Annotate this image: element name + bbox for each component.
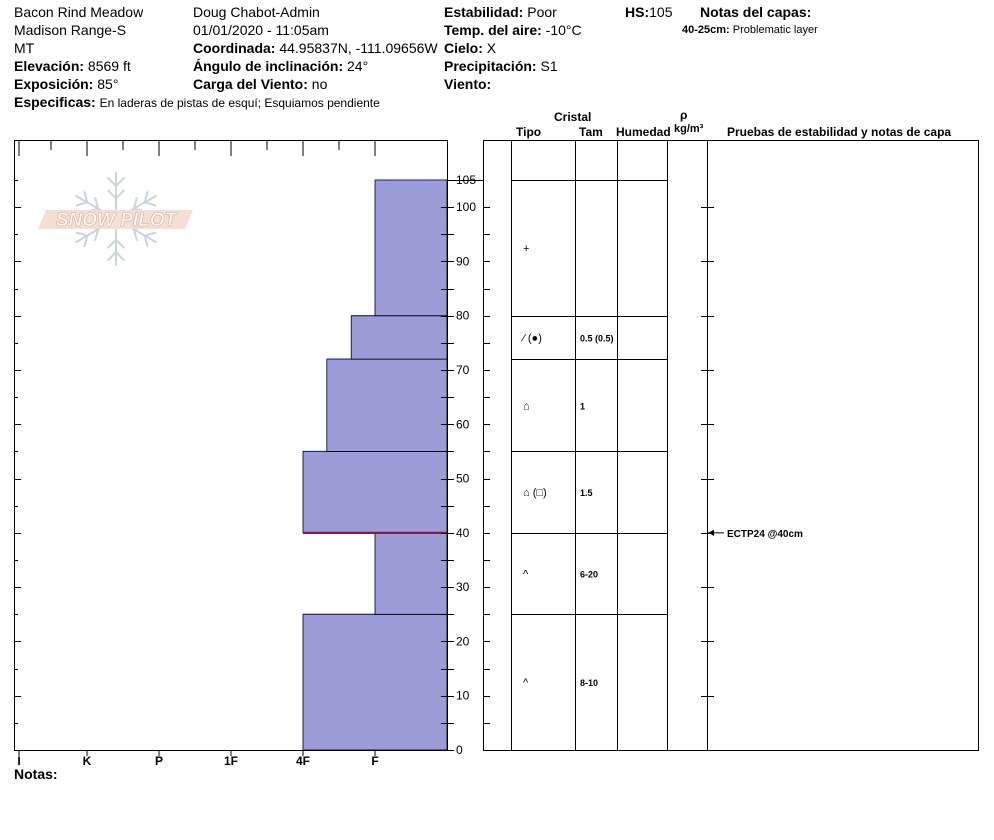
wind-load-row: Carga del Viento: no <box>193 76 328 92</box>
specifics-row: Especificas: En laderas de pistas de esq… <box>14 94 380 110</box>
location-name: Bacon Rind Meadow <box>14 4 144 20</box>
snowpilot-logo: SNOW PILOT <box>38 172 193 266</box>
snow-height-row: HS:105 <box>625 4 673 20</box>
aspect-row: Exposición: 85° <box>14 76 119 92</box>
wind-row: Viento: <box>444 76 492 92</box>
crystal-type-symbol: + <box>523 243 529 255</box>
air-temp-row: Temp. del aire: -10°C <box>444 22 582 38</box>
test-result-arrowhead <box>708 529 714 536</box>
crystal-size-value: 0.5 (0.5) <box>580 333 614 343</box>
snowflake-branch <box>115 238 125 249</box>
state-name: MT <box>14 40 35 56</box>
layer-note: 40-25cm: Problematic layer <box>682 24 818 36</box>
snowflake-branch <box>143 201 157 207</box>
hardness-axis-label: 4F <box>296 754 310 768</box>
depth-tick-label: 60 <box>456 417 470 431</box>
layer-notes-title: Notas del capas: <box>700 4 812 20</box>
snowflake-branch <box>94 197 100 210</box>
snowflake-branch <box>107 189 117 200</box>
logo-banner <box>38 210 193 229</box>
snowflake-branch <box>115 177 125 187</box>
crystal-column-header: Cristal <box>554 110 592 124</box>
depth-tick-label: 105 <box>456 173 476 187</box>
sky-row: Cielo: X <box>444 40 497 56</box>
hardness-layer-bar <box>374 179 448 317</box>
hardness-layer-bar <box>350 315 448 360</box>
depth-tick-label: 30 <box>456 580 470 594</box>
depth-tick-label: 100 <box>456 200 476 214</box>
crystal-type-symbol: ^ <box>523 677 529 689</box>
hardness-axis-label: F <box>371 754 378 768</box>
crystal-size-value: 8-10 <box>580 678 598 688</box>
hardness-layer-bar <box>302 450 448 534</box>
crystal-size-value: 1 <box>580 401 585 411</box>
type-column-header: Tipo <box>516 125 542 139</box>
snowflake-branch <box>115 189 125 200</box>
tests-column-header: Pruebas de estabilidad y notas de capa <box>727 125 952 139</box>
snowflake-branch <box>132 197 138 210</box>
snowflake-branch <box>75 201 89 207</box>
slope-angle-row: Ángulo de inclinación: 24° <box>193 58 369 74</box>
size-column-header: Tam <box>579 125 603 139</box>
depth-tick-label: 0 <box>456 743 463 757</box>
observation-datetime: 01/01/2020 - 11:05am <box>193 22 329 38</box>
crystal-type-symbol: ⌂ (□) <box>523 487 547 499</box>
snowflake-branch <box>107 177 117 187</box>
moisture-column-header: Humedad <box>616 125 671 139</box>
crystal-size-value: 1.5 <box>580 488 593 498</box>
density-rho-header: ρ <box>680 108 688 122</box>
depth-tick-label: 40 <box>456 526 470 540</box>
depth-tick-label: 10 <box>456 689 470 703</box>
snowflake-branch <box>83 234 89 248</box>
notes-label: Notas: <box>14 766 58 782</box>
crystal-type-symbol: ⌂ <box>523 400 530 412</box>
range-name: Madison Range-S <box>14 22 127 38</box>
elevation-row: Elevación: 8569 ft <box>14 58 131 74</box>
hardness-axis-label: 1F <box>224 754 238 768</box>
snowflake-branch <box>75 231 89 237</box>
snowflake-branch <box>107 238 117 249</box>
hardness-axis-label: K <box>83 754 92 768</box>
logo-text: SNOW PILOT <box>56 210 178 231</box>
depth-tick-label: 70 <box>456 363 470 377</box>
depth-tick-label: 20 <box>456 634 470 648</box>
stability-row: Estabilidad: Poor <box>444 4 557 20</box>
depth-tick-label: 90 <box>456 254 470 268</box>
depth-tick-label: 50 <box>456 472 470 486</box>
test-result-label: ECTP24 @40cm <box>727 529 803 540</box>
snowflake-branch <box>143 231 157 237</box>
precipitation-row: Precipitación: S1 <box>444 58 558 74</box>
crystal-table-frame <box>483 140 979 751</box>
snowflake-branch <box>115 251 125 261</box>
hardness-layer-bar <box>326 358 448 452</box>
depth-tick-label: 80 <box>456 309 470 323</box>
snowflake-branch <box>94 228 100 241</box>
coordinate-row: Coordinada: 44.95837N, -111.09656W <box>193 40 438 56</box>
snowflake-branch <box>132 228 138 241</box>
crystal-type-symbol: ^ <box>523 569 529 581</box>
observer-name: Doug Chabot-Admin <box>193 4 320 20</box>
hardness-layer-bar <box>302 613 448 751</box>
density-unit-header: kg/m³ <box>674 123 704 135</box>
crystal-type-symbol: ⁄ (●) <box>520 332 542 344</box>
crystal-size-value: 6-20 <box>580 570 598 580</box>
hardness-axis-label: I <box>17 754 20 768</box>
snowflake-branch <box>143 234 149 248</box>
snowflake-branch <box>83 190 89 204</box>
snowflake-branch <box>143 190 149 204</box>
hardness-axis-label: P <box>155 754 163 768</box>
hardness-layer-bar <box>374 532 448 615</box>
snowflake-branch <box>107 251 117 261</box>
